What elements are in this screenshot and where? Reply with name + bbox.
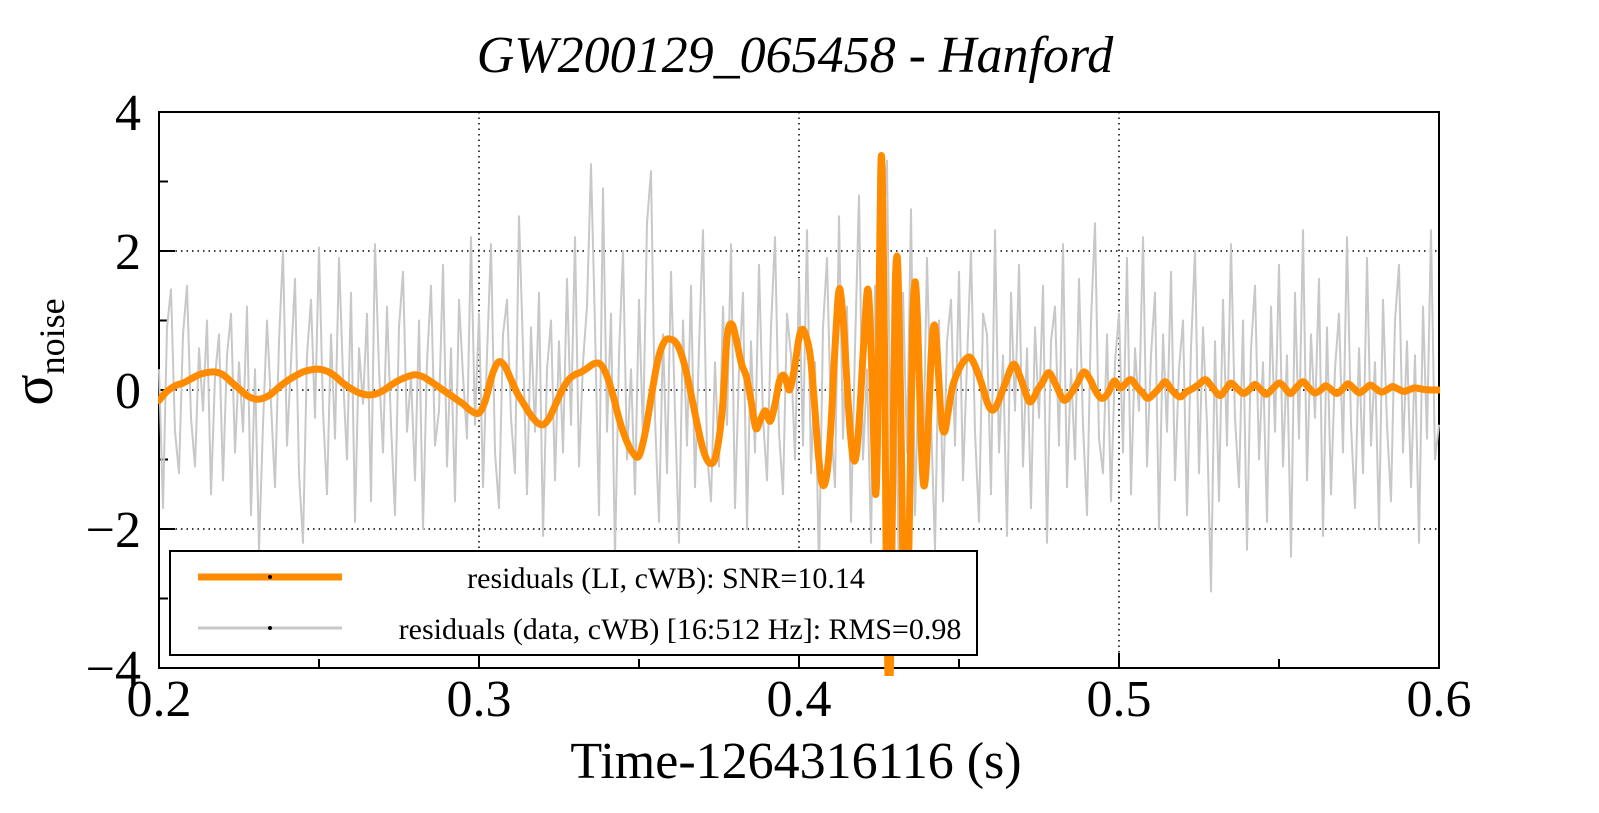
x-tick-label: 0.4: [767, 671, 832, 728]
y-axis-title: σnoise: [0, 298, 72, 405]
y-tick-label: 2: [115, 224, 141, 281]
legend-label-data: residuals (data, cWB) [16:512 Hz]: RMS=0…: [399, 613, 962, 646]
legend-sample-data-dot: [268, 626, 272, 630]
y-axis-title-subscript: noise: [32, 298, 72, 374]
x-tick-label: 0.2: [127, 671, 192, 728]
y-tick-label: −2: [86, 502, 141, 559]
x-tick-label: 0.6: [1407, 671, 1472, 728]
x-tick-label: 0.3: [447, 671, 512, 728]
y-axis-title-sigma: σ: [0, 374, 65, 405]
residual-li-series-line: [158, 152, 1440, 676]
x-tick-labels: 0.2 0.3 0.4 0.5 0.6: [127, 671, 1472, 728]
y-tick-label: 4: [115, 85, 141, 142]
y-tick-label: 0: [115, 363, 141, 420]
legend: residuals (LI, cWB): SNR=10.14 residuals…: [169, 550, 978, 656]
x-axis-title: Time-1264316116 (s): [570, 733, 1021, 790]
x-tick-label: 0.5: [1087, 671, 1152, 728]
chart-title: GW200129_065458 - Hanford: [477, 27, 1114, 84]
legend-sample-li-dot: [268, 575, 272, 579]
legend-label-li: residuals (LI, cWB): SNR=10.14: [467, 562, 865, 595]
y-tick-labels: −4 −2 0 2 4: [86, 85, 141, 698]
residual-data-series-line: [158, 159, 1440, 593]
y-tick-label: −4: [86, 641, 141, 698]
legend-box: [169, 550, 978, 656]
